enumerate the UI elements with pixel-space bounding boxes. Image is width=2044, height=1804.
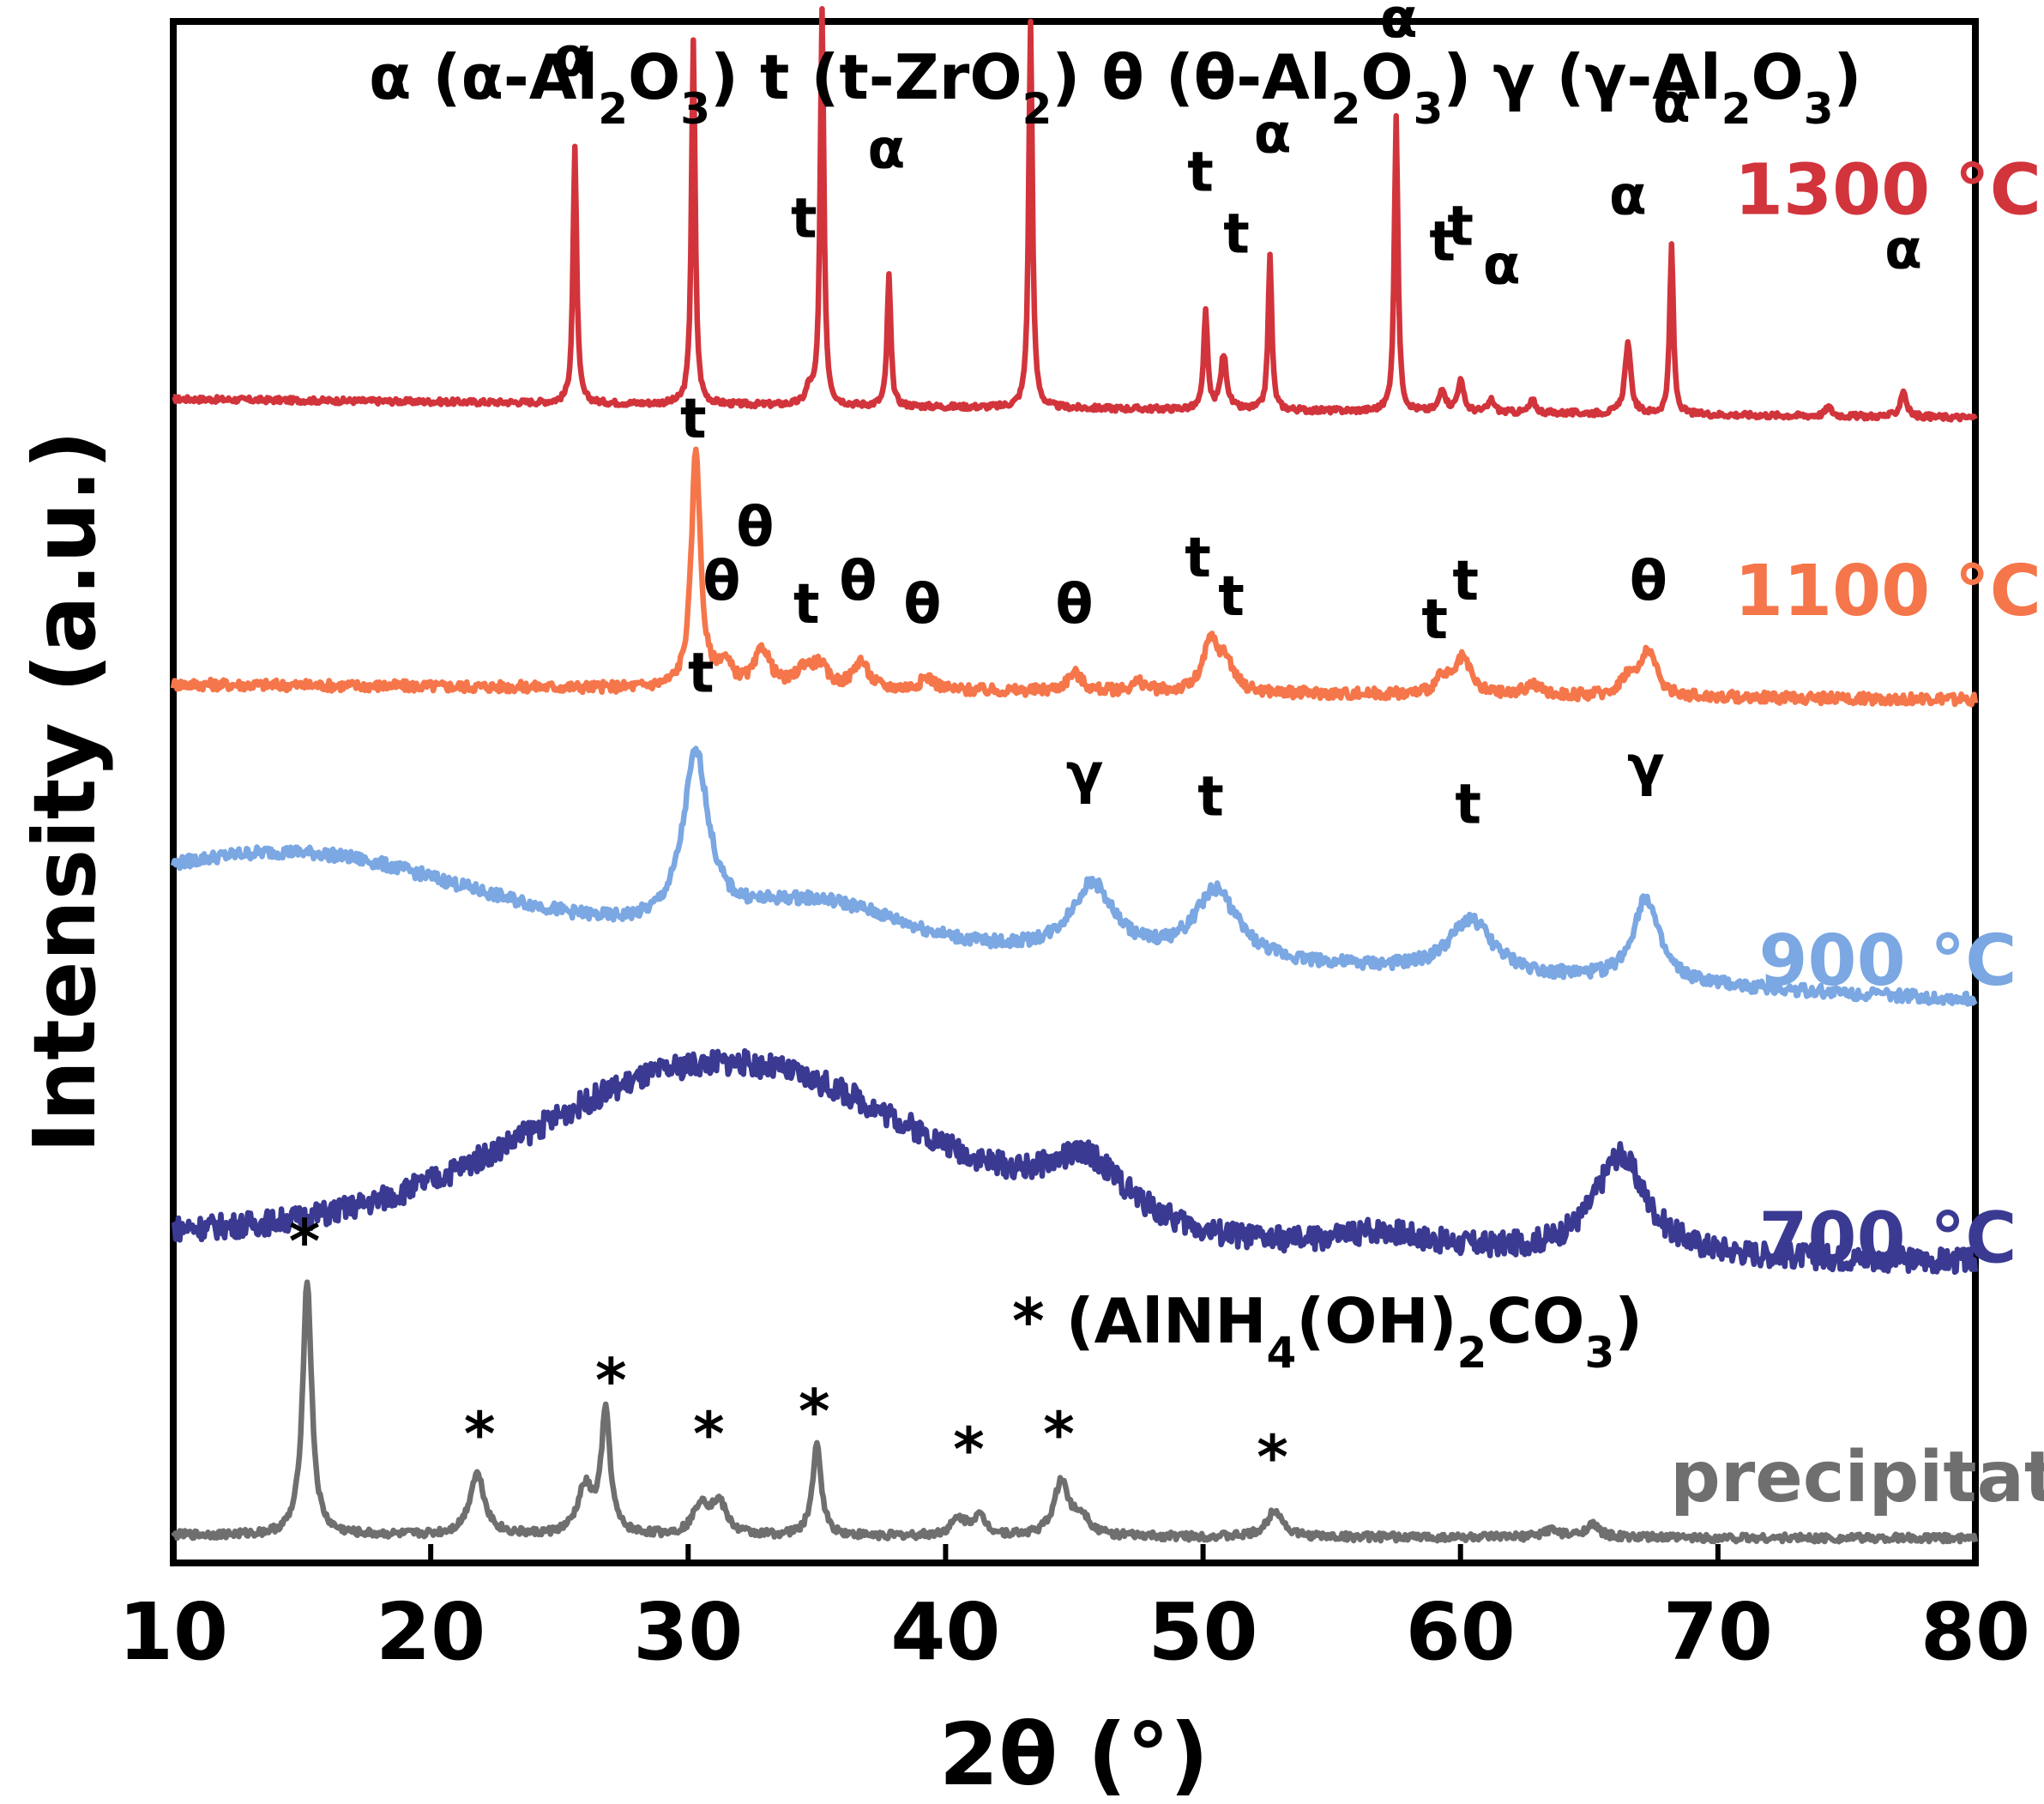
precip-legend-part-4: CO — [1486, 1285, 1584, 1357]
series-label-3: 700 °C — [1758, 1198, 2017, 1280]
peak-label-1-1: θ — [702, 550, 740, 613]
phase-legend-2-sub2: 3 — [1414, 84, 1444, 134]
peak-label-1-11: θ — [1630, 550, 1667, 613]
series-label-4: precipitate — [1670, 1437, 2044, 1518]
peak-label-4-6: * — [1043, 1399, 1075, 1469]
x-tick-label-3: 40 — [890, 1586, 1000, 1678]
series-line-0 — [172, 6, 1978, 423]
plot-frame — [170, 18, 1979, 1566]
series-label-1: 1100 °C — [1734, 551, 2041, 632]
peak-label-0-3: t — [791, 188, 817, 251]
phase-legend-3-mid: O — [1752, 41, 1804, 113]
peak-label-4-5: * — [953, 1415, 985, 1485]
peak-label-4-7: * — [1257, 1422, 1288, 1493]
precip-legend-part-6: ) — [1614, 1285, 1643, 1357]
peak-label-0-10: t — [1429, 211, 1456, 275]
peak-label-0-0: α — [553, 26, 591, 89]
peak-label-1-8: t — [1218, 565, 1245, 629]
peak-label-0-4: α — [867, 118, 905, 182]
series-label-0: 1300 °C — [1734, 150, 2041, 232]
peak-label-0-7: t — [1223, 203, 1250, 267]
series-line-1 — [170, 446, 1979, 708]
peak-label-4-1: * — [464, 1399, 496, 1469]
x-tick-label-6: 70 — [1663, 1586, 1773, 1678]
x-tick-label-1: 20 — [376, 1586, 485, 1678]
peak-label-4-0: * — [289, 1207, 321, 1277]
phase-legend-3-a: γ (γ-Al — [1471, 41, 1721, 113]
phase-legend-2-a: θ (θ-Al — [1080, 41, 1330, 113]
series-line-2 — [170, 745, 1978, 1007]
peak-label-1-0: t — [680, 388, 707, 451]
peak-label-2-3: t — [1455, 773, 1481, 836]
peak-label-1-2: θ — [736, 496, 774, 559]
peak-label-0-8: α — [1254, 103, 1292, 166]
peak-label-4-2: * — [595, 1345, 627, 1415]
peak-label-0-6: t — [1187, 142, 1214, 205]
precipitate-legend: * (AlNH4(OH)2CO3) — [1012, 1285, 1643, 1378]
phase-legend-0-sub2: 3 — [680, 84, 710, 134]
peak-label-0-13: α — [1609, 165, 1647, 228]
phase-legend: α (α-Al2O3) t (t-ZrO2) θ (θ-Al2O3) γ (γ-… — [369, 41, 1861, 134]
x-tick-label-5: 60 — [1406, 1586, 1516, 1678]
series-group — [170, 6, 1979, 1545]
phase-legend-2-mid: O — [1360, 41, 1413, 113]
precip-legend-part-3: 2 — [1457, 1328, 1487, 1378]
peak-label-2-4: γ — [1627, 735, 1665, 799]
annotations-group: 1300 °Cαtαtααttααttαααα1100 °Ctθθtθθθttt… — [289, 0, 2044, 1518]
phase-legend-0-sub1: 2 — [598, 84, 628, 134]
series-line-4 — [171, 1279, 1979, 1545]
peak-label-1-5: θ — [903, 573, 941, 637]
precip-legend-part-2: (OH) — [1296, 1285, 1456, 1357]
peak-label-0-9: α — [1380, 0, 1418, 51]
peak-label-0-14: α — [1653, 72, 1691, 136]
peak-label-1-4: θ — [839, 550, 877, 613]
phase-legend-1-close: ) — [1052, 41, 1080, 113]
peak-label-1-9: t — [1421, 588, 1448, 652]
x-tick-label-0: 10 — [118, 1586, 228, 1678]
precip-legend-part-0: * (AlNH — [1012, 1285, 1267, 1357]
peak-label-1-10: t — [1452, 550, 1479, 613]
peak-label-1-6: θ — [1056, 573, 1094, 637]
peak-label-2-1: γ — [1066, 743, 1104, 806]
peak-label-0-11: t — [1447, 196, 1474, 259]
phase-legend-1-sub1: 2 — [1022, 84, 1052, 134]
phase-legend-2-close: ) — [1443, 41, 1471, 113]
phase-legend-3-close: ) — [1834, 41, 1862, 113]
phase-legend-0-a: α (α-Al — [369, 41, 598, 113]
peak-label-4-3: * — [693, 1399, 725, 1469]
phase-legend-0-mid: O — [628, 41, 680, 113]
precip-legend-part-1: 4 — [1267, 1328, 1297, 1378]
precip-legend-part-5: 3 — [1584, 1328, 1614, 1378]
series-line-3 — [171, 1047, 1979, 1276]
phase-legend-2-sub1: 2 — [1331, 84, 1361, 134]
phase-legend-3-sub1: 2 — [1721, 84, 1752, 134]
x-tick-label-4: 50 — [1149, 1586, 1258, 1678]
series-label-2: 900 °C — [1758, 920, 2017, 1002]
peak-label-1-3: t — [793, 573, 820, 637]
peak-label-2-2: t — [1197, 765, 1224, 829]
peak-label-4-4: * — [799, 1376, 830, 1446]
x-tick-label-7: 80 — [1920, 1586, 2030, 1678]
peak-label-0-15: α — [1884, 219, 1922, 282]
phase-legend-0-close: ) — [710, 41, 739, 113]
phase-legend-1-a: t (t-ZrO — [739, 41, 1022, 113]
peak-label-2-0: t — [688, 643, 714, 706]
peak-label-0-12: α — [1483, 233, 1521, 297]
y-axis-title: Intensity (a.u.) — [15, 431, 115, 1154]
x-tick-label-2: 30 — [633, 1586, 743, 1678]
x-ticks: 10 20 30 40 50 60 70 80 — [118, 1544, 2030, 1678]
x-axis-title: 2θ (°) — [939, 1704, 1209, 1804]
peak-label-1-7: t — [1185, 527, 1211, 590]
phase-legend-3-sub2: 3 — [1804, 84, 1834, 134]
